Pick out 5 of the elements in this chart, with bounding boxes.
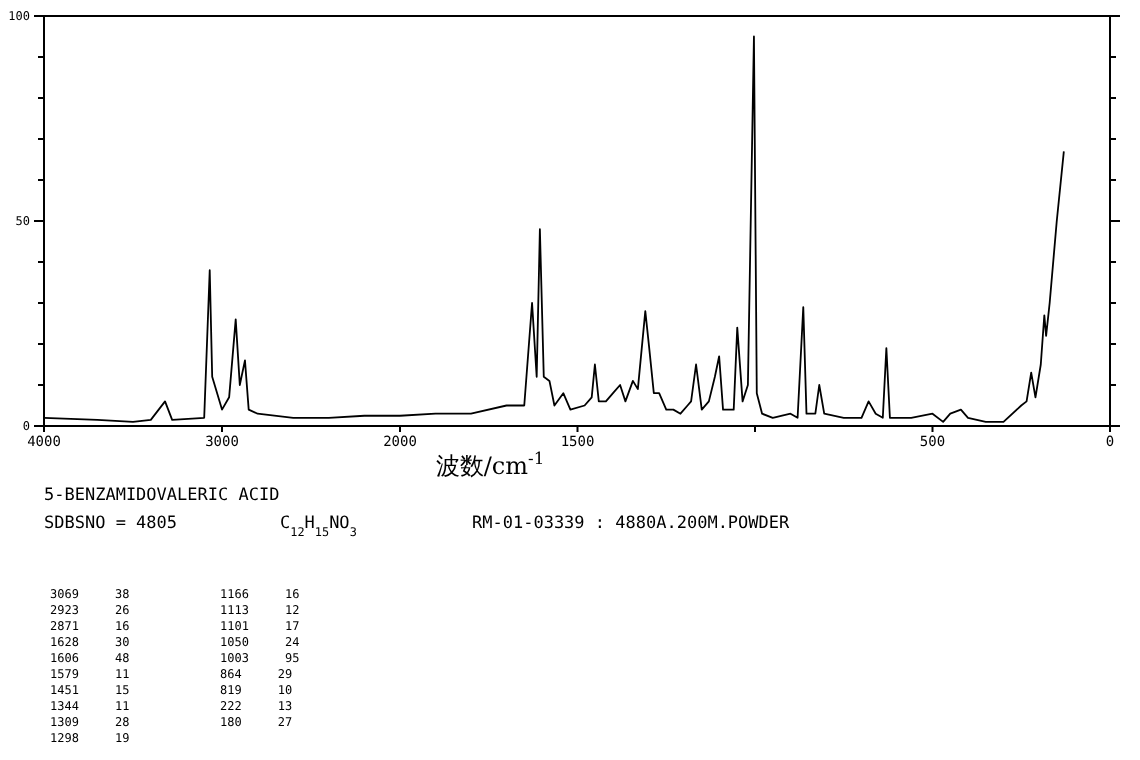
text: C$_{12}$H$_{15}$NO$_{3}$ (280, 514, 358, 539)
text: SDBSNO = 4805 (44, 514, 178, 534)
text: RM-01-03339 : 4880A.200M.POWDER (472, 514, 792, 534)
x-axis-title: 波数/cm$^{-1}$ (435, 448, 545, 480)
text: 5-BENZAMIDOVALERIC ACID (44, 486, 280, 506)
